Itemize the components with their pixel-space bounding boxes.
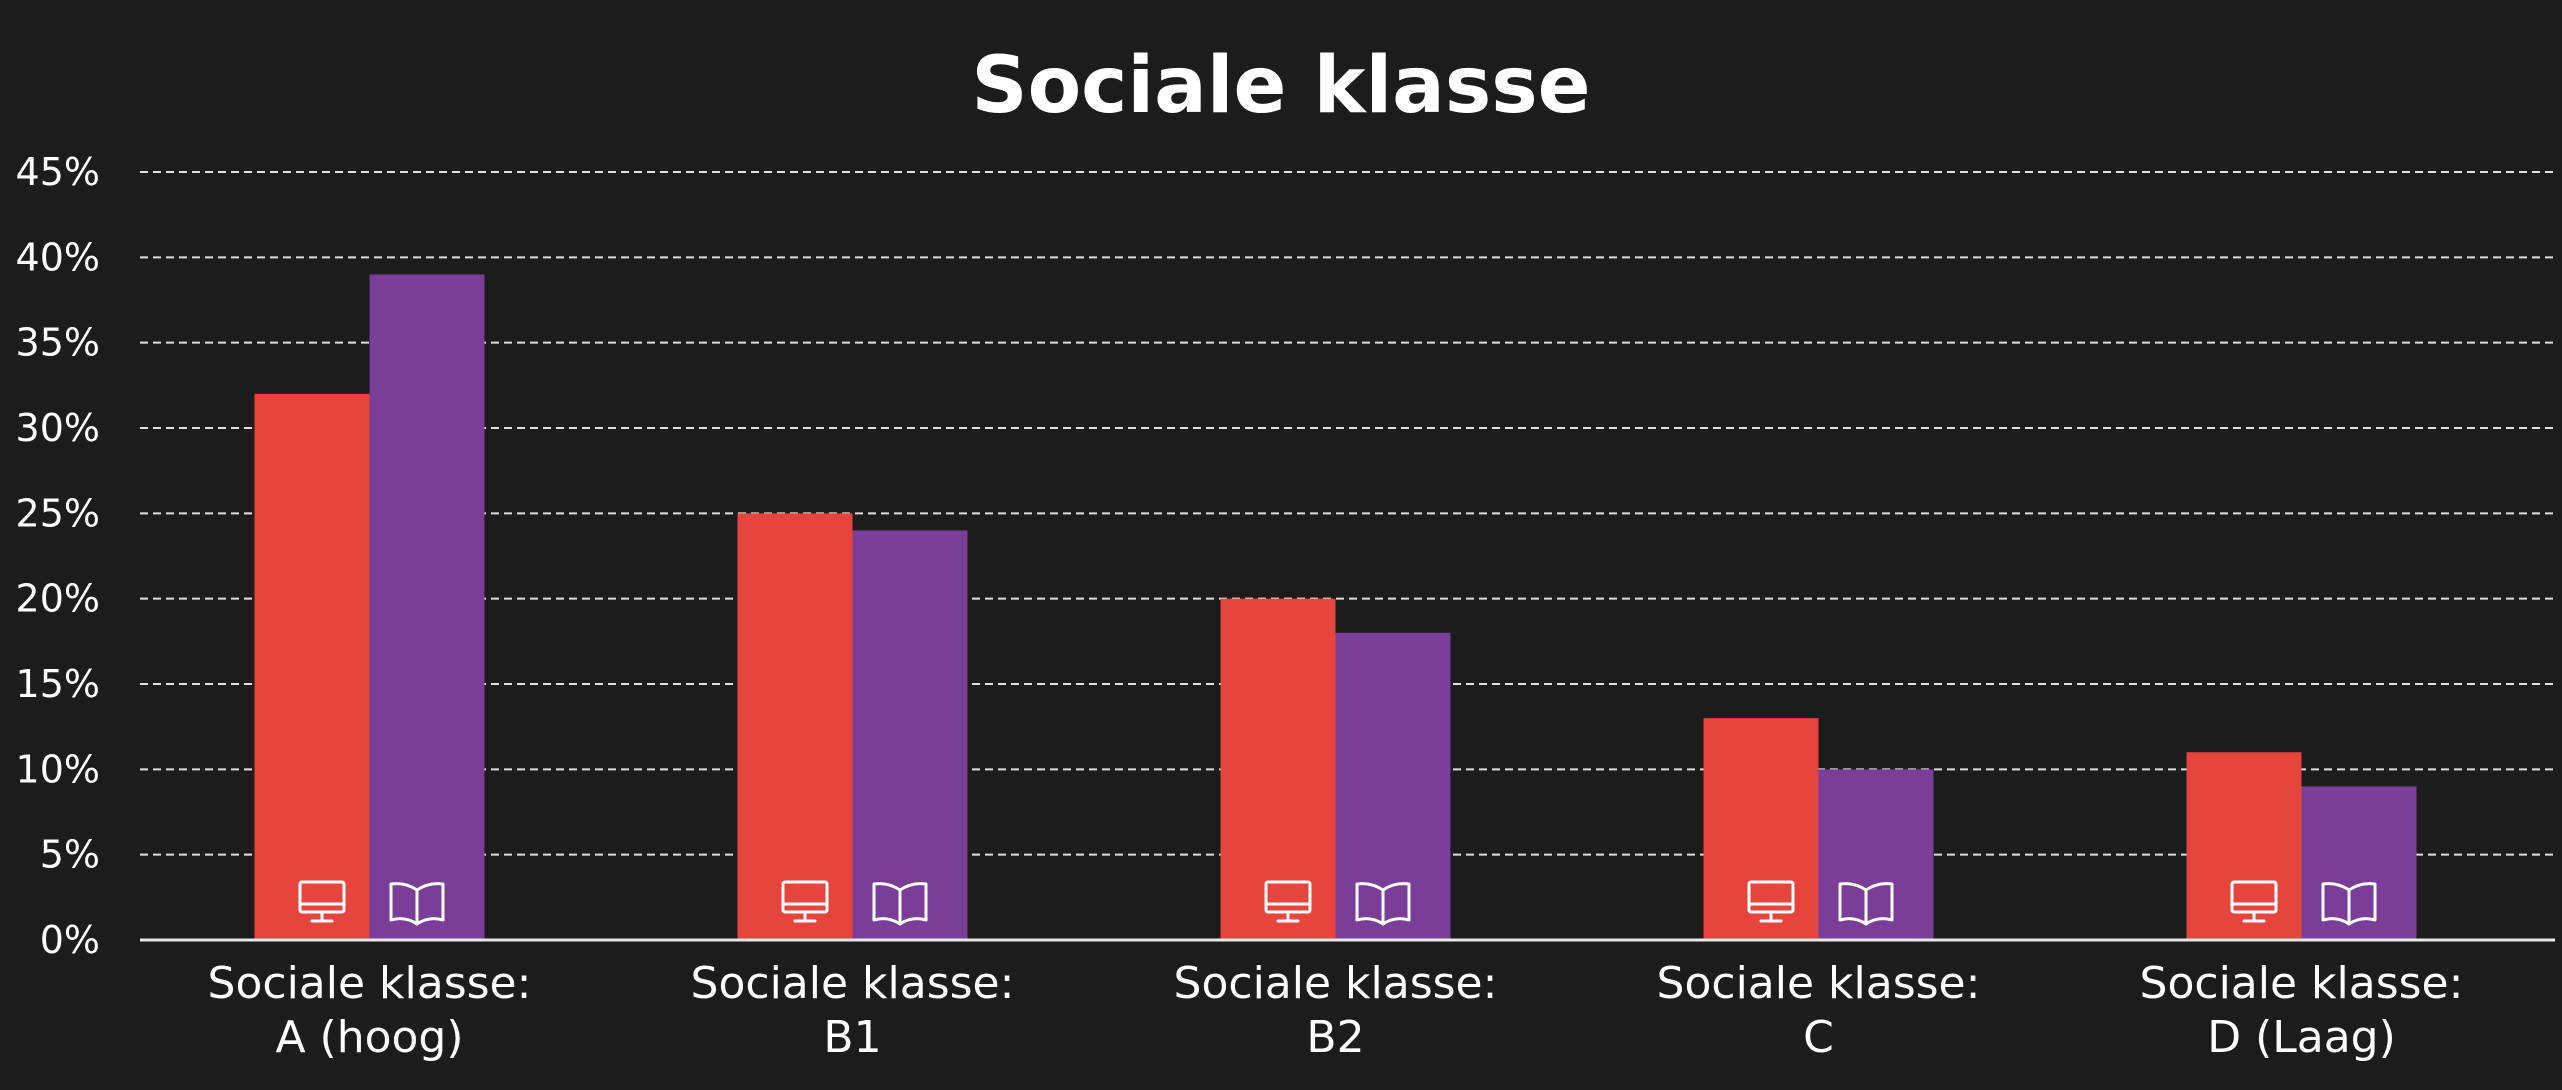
bar [1220,598,1336,940]
bar [852,530,968,940]
x-category-label: B2 [1306,1012,1364,1063]
y-tick-label: 35% [16,321,100,365]
open-book-icon [872,882,928,926]
x-category-label: Sociale klasse: [1657,958,1981,1009]
x-category-label: B1 [823,1012,881,1063]
bar [1818,769,1934,940]
y-tick-label: 0% [40,918,100,962]
bar [369,274,485,940]
y-tick-label: 20% [16,577,100,621]
x-category-label: A (hoog) [275,1012,463,1063]
y-tick-label: 45% [16,150,100,194]
bar [254,393,370,940]
monitor-icon [2230,880,2278,923]
y-tick-label: 5% [40,833,100,877]
open-book-icon [2321,882,2377,926]
bar [2301,786,2417,940]
open-book-icon [1355,882,1411,926]
bar-icons [298,880,2377,926]
chart-title: Sociale klasse [971,41,1590,131]
x-category-label: Sociale klasse: [208,958,532,1009]
bar [737,513,853,940]
open-book-icon [389,882,445,926]
monitor-icon [1747,880,1795,923]
y-tick-label: 10% [16,747,100,791]
bar [1335,632,1451,940]
x-category-label: Sociale klasse: [691,958,1015,1009]
monitor-icon [1264,880,1312,923]
y-tick-label: 25% [16,491,100,535]
open-book-icon [1838,882,1894,926]
y-tick-label: 15% [16,662,100,706]
x-category-label: Sociale klasse: [1174,958,1498,1009]
y-axis-ticks: 0% 5% 10% 15% 20% 25% 30% 35% 40% 45% [16,150,100,962]
x-category-label: C [1803,1012,1834,1063]
monitor-icon [781,880,829,923]
y-tick-label: 30% [16,406,100,450]
x-category-label: D (Laag) [2207,1012,2396,1063]
bar [2186,752,2302,940]
x-axis-categories: Sociale klasse:A (hoog)Sociale klasse:B1… [208,958,2464,1063]
bar [1703,718,1819,940]
y-tick-label: 40% [16,235,100,279]
monitor-icon [298,880,346,923]
x-category-label: Sociale klasse: [2140,958,2464,1009]
